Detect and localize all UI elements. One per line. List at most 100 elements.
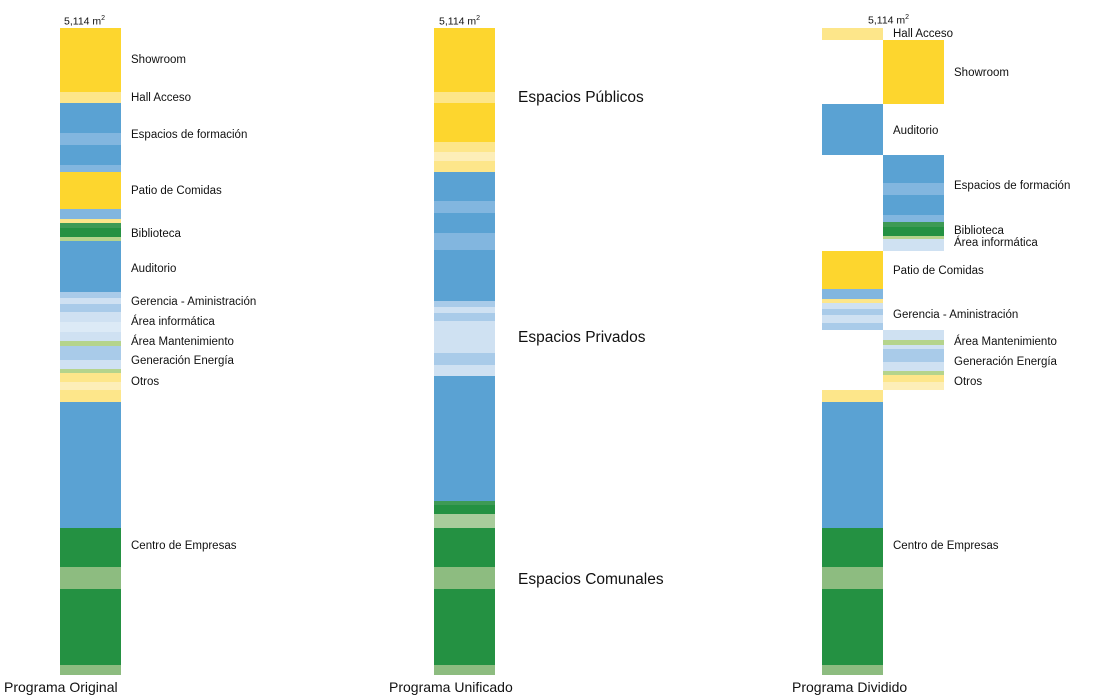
- segment-u-pale-yellow-1: [434, 152, 495, 161]
- segment-d-formacion-1: [883, 155, 944, 183]
- segment-u-green-1: [434, 501, 495, 505]
- segment-energia-1: [60, 346, 121, 360]
- segment-formacion-2: [60, 133, 121, 145]
- column-title-divided: Programa Dividido: [792, 679, 908, 695]
- segment-auditorio: [60, 241, 121, 292]
- segment-d-empresas-blue: [822, 402, 883, 528]
- label-area-informatica: Área informática: [131, 316, 215, 328]
- segment-u-blue-2: [434, 213, 495, 233]
- segment-d-formacion-3: [883, 195, 944, 215]
- label-d-espacios-formacion: Espacios de formación: [954, 180, 1071, 192]
- label-d-showroom: Showroom: [954, 67, 1009, 79]
- segment-formacion-1: [60, 103, 121, 133]
- label-biblioteca: Biblioteca: [131, 228, 181, 240]
- segment-d-otros-2: [883, 375, 944, 382]
- segment-d-empresas-green-1: [822, 528, 883, 567]
- segment-u-blue-3: [434, 250, 495, 301]
- area-label-original: 5,114 m2: [64, 13, 105, 28]
- segment-empresas-light-2: [60, 665, 121, 675]
- segment-d-otros-4: [822, 390, 883, 402]
- segment-d-biblioteca-2: [883, 227, 944, 236]
- segment-d-patio-2: [822, 289, 883, 299]
- segment-u-yellow-2: [434, 103, 495, 142]
- segment-d-biblioteca-3: [883, 236, 944, 239]
- segment-u-pale-blue-3: [434, 365, 495, 376]
- segment-d-empresas-light-2: [822, 665, 883, 675]
- label-d-otros: Otros: [954, 376, 983, 388]
- segment-u-green-4: [434, 589, 495, 665]
- segment-d-otros-3: [883, 382, 944, 390]
- segment-d-mantenimiento-2: [883, 340, 944, 345]
- segment-empresas-blue: [60, 402, 121, 528]
- column-title-unified: Programa Unificado: [389, 679, 513, 695]
- segment-u-light-green-2: [434, 665, 495, 675]
- segment-d-energia-3: [883, 362, 944, 371]
- segment-d-auditorio: [822, 104, 883, 155]
- area-unit-exponent: 2: [476, 15, 481, 22]
- segment-u-light-green-1: [434, 567, 495, 589]
- segment-u-light-yellow-1: [434, 92, 495, 103]
- segment-formacion-4: [60, 165, 121, 172]
- segment-otros-4: [60, 390, 121, 402]
- segment-u-pale-blue-2: [434, 321, 495, 353]
- segment-d-patio-3: [822, 299, 883, 303]
- segment-mantenimiento-1: [60, 332, 121, 341]
- segment-formacion-3: [60, 145, 121, 165]
- area-label-unified: 5,114 m2: [439, 13, 480, 28]
- segment-empresas-light-1: [60, 567, 121, 589]
- area-value: 5,114 m: [439, 15, 477, 28]
- label-d-area-informatica: Área informática: [954, 237, 1038, 249]
- segment-d-formacion-2: [883, 183, 944, 195]
- segment-otros-3: [60, 382, 121, 390]
- segment-d-biblioteca-1: [883, 222, 944, 227]
- label-showroom: Showroom: [131, 54, 186, 66]
- segment-d-otros-1: [883, 371, 944, 375]
- segment-u-light-blue-2: [434, 313, 495, 321]
- segment-u-mid-blue-2: [434, 233, 495, 250]
- segment-otros-1: [60, 369, 121, 373]
- segment-d-gerencia-2: [822, 309, 883, 315]
- segment-energia-2: [60, 360, 121, 369]
- label-espacios-publicos: Espacios Públicos: [518, 89, 644, 106]
- label-d-centro-empresas: Centro de Empresas: [893, 540, 999, 552]
- label-espacios-formacion: Espacios de formación: [131, 129, 248, 141]
- segment-d-patio-comidas: [822, 251, 883, 289]
- segment-u-light-yellow-2: [434, 142, 495, 152]
- segment-d-empresas-light-1: [822, 567, 883, 589]
- label-d-gerencia: Gerencia - Aministración: [893, 309, 1019, 321]
- segment-informatica-2: [60, 322, 121, 332]
- segment-biblioteca-3: [60, 237, 121, 241]
- segment-patio-3: [60, 219, 121, 223]
- segment-u-blue-4: [434, 376, 495, 501]
- segment-d-showroom: [883, 40, 944, 104]
- area-value: 5,114 m: [64, 15, 102, 28]
- label-d-biblioteca: Biblioteca: [954, 225, 1004, 237]
- label-d-auditorio: Auditorio: [893, 125, 939, 137]
- label-hall-acceso: Hall Acceso: [131, 92, 192, 104]
- segment-otros-2: [60, 373, 121, 382]
- segment-gerencia-2: [60, 298, 121, 304]
- segment-gerencia-3: [60, 304, 121, 312]
- segment-informatica-1: [60, 312, 121, 322]
- label-d-hall-acceso: Hall Acceso: [893, 28, 954, 40]
- segment-d-energia-2: [883, 349, 944, 362]
- label-otros: Otros: [131, 376, 160, 388]
- column-title-original: Programa Original: [4, 679, 118, 695]
- label-patio-comidas: Patio de Comidas: [131, 185, 222, 197]
- segment-d-gerencia-4: [822, 323, 883, 330]
- segment-biblioteca-2: [60, 228, 121, 237]
- segment-d-gerencia-3: [822, 315, 883, 323]
- label-d-generacion-energia: Generación Energía: [954, 356, 1057, 368]
- segment-d-formacion-4: [883, 215, 944, 222]
- segment-d-hall-acceso: [822, 28, 883, 40]
- segment-biblioteca-1: [60, 223, 121, 228]
- label-area-mantenimiento: Área Mantenimiento: [131, 336, 234, 348]
- segment-u-pale-green: [434, 514, 495, 528]
- segment-u-yellow-1: [434, 28, 495, 92]
- segment-gerencia-1: [60, 292, 121, 298]
- segment-patio-2: [60, 209, 121, 219]
- segment-mantenimiento-2: [60, 341, 121, 346]
- segment-d-informatica: [883, 239, 944, 251]
- area-value: 5,114 m: [868, 14, 906, 27]
